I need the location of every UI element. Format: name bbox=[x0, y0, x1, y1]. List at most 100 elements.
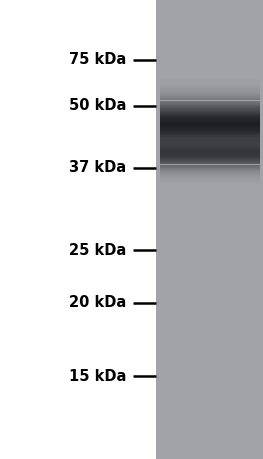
Bar bbox=[160, 127, 260, 129]
Bar bbox=[160, 119, 260, 121]
Bar bbox=[160, 139, 260, 140]
Bar bbox=[160, 92, 260, 93]
Bar bbox=[160, 148, 260, 149]
Bar bbox=[160, 152, 260, 153]
Bar bbox=[160, 103, 260, 104]
Bar bbox=[160, 134, 260, 135]
Bar bbox=[160, 143, 260, 144]
Bar bbox=[160, 122, 260, 123]
Bar bbox=[160, 170, 260, 171]
Bar bbox=[160, 140, 260, 141]
Bar bbox=[160, 112, 260, 113]
Bar bbox=[160, 149, 260, 150]
Bar bbox=[160, 147, 260, 148]
Bar bbox=[160, 151, 260, 152]
Bar bbox=[160, 166, 260, 167]
Text: 25 kDa: 25 kDa bbox=[69, 243, 126, 257]
Bar bbox=[160, 113, 260, 114]
Bar bbox=[160, 135, 260, 136]
Bar bbox=[160, 87, 260, 88]
Text: 75 kDa: 75 kDa bbox=[69, 52, 126, 67]
Bar bbox=[160, 148, 260, 150]
Bar bbox=[160, 164, 260, 165]
Bar bbox=[160, 160, 260, 161]
Bar bbox=[160, 157, 260, 158]
Bar bbox=[160, 88, 260, 90]
Bar bbox=[160, 141, 260, 142]
Bar bbox=[160, 115, 260, 116]
Bar bbox=[160, 125, 260, 126]
Bar bbox=[160, 107, 260, 108]
Bar bbox=[160, 117, 260, 118]
Bar bbox=[160, 96, 260, 97]
Bar bbox=[160, 137, 260, 139]
Bar bbox=[160, 118, 260, 119]
Bar bbox=[160, 160, 260, 161]
Bar bbox=[160, 178, 260, 179]
Bar bbox=[160, 152, 260, 153]
Bar bbox=[156, 0, 263, 459]
Bar bbox=[160, 166, 260, 168]
Bar bbox=[160, 145, 260, 146]
Bar bbox=[160, 161, 260, 162]
Bar bbox=[160, 154, 260, 155]
Text: 50 kDa: 50 kDa bbox=[69, 98, 126, 113]
Bar bbox=[160, 90, 260, 92]
Bar bbox=[160, 155, 260, 156]
Bar bbox=[160, 127, 260, 128]
Bar bbox=[160, 123, 260, 124]
Bar bbox=[160, 101, 260, 103]
Bar bbox=[160, 164, 260, 165]
Bar bbox=[160, 158, 260, 160]
Bar bbox=[160, 126, 260, 127]
Bar bbox=[160, 153, 260, 154]
Bar bbox=[160, 147, 260, 148]
Bar bbox=[160, 135, 260, 136]
Bar bbox=[160, 183, 260, 184]
Bar bbox=[160, 138, 260, 139]
Bar bbox=[160, 104, 260, 105]
Bar bbox=[160, 134, 260, 135]
Bar bbox=[160, 161, 260, 162]
Text: 37 kDa: 37 kDa bbox=[69, 160, 126, 175]
Bar bbox=[160, 156, 260, 157]
Bar bbox=[160, 106, 260, 107]
Bar bbox=[160, 123, 260, 124]
Bar bbox=[160, 83, 260, 84]
Bar bbox=[160, 80, 260, 82]
Bar bbox=[160, 105, 260, 106]
Bar bbox=[160, 100, 260, 101]
Bar bbox=[160, 171, 260, 172]
Bar bbox=[160, 169, 260, 170]
Bar bbox=[160, 165, 260, 166]
Bar bbox=[160, 184, 260, 185]
Bar bbox=[160, 167, 260, 168]
Bar bbox=[160, 125, 260, 126]
Bar bbox=[160, 181, 260, 182]
Bar bbox=[160, 85, 260, 86]
Bar bbox=[160, 140, 260, 142]
Bar bbox=[160, 180, 260, 181]
Bar bbox=[160, 111, 260, 112]
Bar bbox=[160, 162, 260, 163]
Bar bbox=[160, 121, 260, 122]
Bar bbox=[160, 151, 260, 152]
Bar bbox=[160, 158, 260, 159]
Bar bbox=[160, 97, 260, 98]
Bar bbox=[160, 144, 260, 145]
Bar bbox=[160, 137, 260, 138]
Bar bbox=[160, 131, 260, 132]
Bar bbox=[160, 136, 260, 137]
Bar bbox=[160, 79, 260, 80]
Bar bbox=[160, 84, 260, 85]
Bar bbox=[160, 128, 260, 129]
Bar bbox=[160, 146, 260, 147]
Bar bbox=[160, 93, 260, 94]
Bar bbox=[160, 174, 260, 175]
Bar bbox=[160, 132, 260, 133]
Bar bbox=[160, 142, 260, 143]
Bar bbox=[160, 109, 260, 111]
Bar bbox=[160, 114, 260, 115]
Bar bbox=[160, 177, 260, 178]
Bar bbox=[160, 132, 260, 133]
